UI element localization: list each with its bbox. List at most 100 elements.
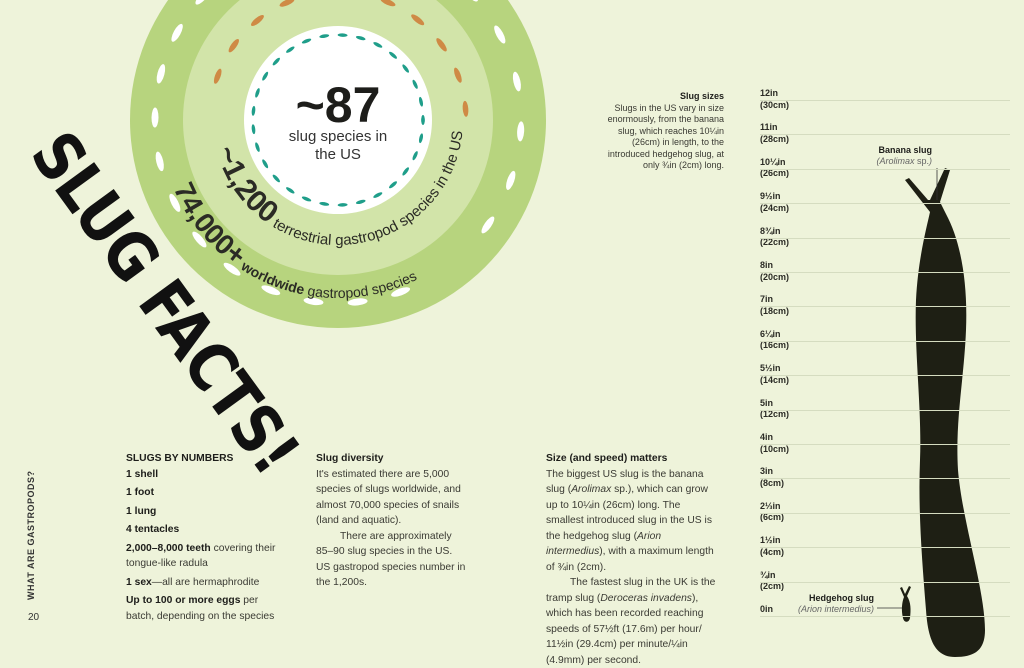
center-caption-2: the US xyxy=(315,146,361,163)
teal-slug-icon xyxy=(337,203,348,207)
ruler-line xyxy=(760,616,1010,617)
teal-slug-icon xyxy=(255,142,260,152)
teal-slug-icon xyxy=(272,174,280,183)
teal-slug-icon xyxy=(355,35,366,41)
center-number: ~87 xyxy=(296,77,381,133)
ruler-label: ¾in (2cm) xyxy=(760,569,785,592)
teal-slug-icon xyxy=(421,115,425,125)
teal-slug-icon xyxy=(251,105,256,116)
orange-slug-icon xyxy=(411,14,425,26)
teal-slug-icon xyxy=(402,167,409,176)
number-fact: 1 sex—all are hermaphrodite xyxy=(126,576,260,588)
orange-slug-icon xyxy=(279,0,295,7)
ruler-line xyxy=(760,168,1010,170)
ruler-line xyxy=(760,375,1010,377)
sizes-text: Slugs in the US vary in size enormously,… xyxy=(607,102,724,171)
teal-slug-icon xyxy=(301,196,312,202)
white-slug-icon xyxy=(156,64,166,84)
white-slug-icon xyxy=(347,298,368,306)
ruler-label: 7in (18cm) xyxy=(760,294,790,316)
teal-slug-icon xyxy=(402,64,409,73)
orange-slug-icon xyxy=(454,67,462,83)
white-slug-icon xyxy=(151,107,159,128)
hedgehog-slug-silhouette xyxy=(900,586,911,622)
teal-slug-icon xyxy=(251,124,256,135)
teal-slug-icon xyxy=(373,192,383,198)
teal-slug-icon xyxy=(301,38,312,44)
teal-slug-icon xyxy=(262,159,269,169)
ruler-line xyxy=(760,134,1010,136)
ruler-label: 10¼in (26cm) xyxy=(760,156,790,179)
teal-slug-icon xyxy=(389,51,398,59)
size-speed: Size (and speed) matters The biggest US … xyxy=(546,451,716,668)
ruler-label: 0in xyxy=(760,604,774,614)
white-slug-icon xyxy=(195,0,210,5)
white-slug-icon xyxy=(261,285,281,296)
ruler-line xyxy=(760,444,1010,445)
white-slug-icon xyxy=(169,193,181,212)
white-slug-icon xyxy=(223,262,241,276)
ruler-label: 4in (10cm) xyxy=(760,432,790,454)
speed-paragraph-1: The biggest US slug is the banana slug (… xyxy=(546,468,714,573)
white-slug-icon xyxy=(192,231,207,248)
ruler-label: 3in (8cm) xyxy=(760,466,785,488)
white-slug-icon xyxy=(303,297,324,306)
ruler-label: 8in (20cm) xyxy=(760,260,790,282)
ruler-line xyxy=(760,237,1010,239)
number-fact: Up to 100 or more eggs per batch, depend… xyxy=(126,595,275,622)
ruler-label: 6¼in (16cm) xyxy=(760,328,790,351)
sizes-heading: Slug sizes xyxy=(679,91,724,101)
teal-slug-icon xyxy=(286,46,295,53)
diversity-paragraph-2: There are approximately 85–90 slug speci… xyxy=(316,530,466,589)
ruler-label: 9½in (24cm) xyxy=(760,191,790,213)
number-fact: 1 lung xyxy=(126,505,157,517)
orange-slug-icon xyxy=(213,68,222,84)
white-slug-icon xyxy=(391,287,411,297)
slug-icons xyxy=(151,0,525,306)
teal-slug-icon xyxy=(337,33,348,37)
ruler-line xyxy=(760,272,1010,273)
teal-slug-icon xyxy=(389,181,398,189)
white-slug-icon xyxy=(155,151,164,172)
white-slug-icon xyxy=(517,121,525,142)
ruler-line xyxy=(760,512,1010,514)
ruler-label: 8¾in (22cm) xyxy=(760,225,790,248)
ruler-line xyxy=(760,581,1010,583)
banana-slug-label: Banana slug (Arolimax sp.) xyxy=(876,145,932,166)
teal-slug-icon xyxy=(418,96,424,107)
by-numbers-heading: SLUGS BY NUMBERS xyxy=(126,453,234,464)
number-fact: 2,000–8,000 teeth covering their tongue-… xyxy=(126,542,276,570)
teal-slug-icon xyxy=(418,133,424,144)
white-slug-icon xyxy=(171,23,183,42)
white-slug-icon xyxy=(512,71,521,92)
banana-slug-silhouette xyxy=(905,168,985,657)
teal-slug-icon xyxy=(319,201,330,206)
number-fact: 1 shell xyxy=(126,468,159,480)
ruler-line xyxy=(760,306,1010,308)
teal-slug-icon xyxy=(272,57,280,66)
ruler-line xyxy=(760,409,1010,411)
teal-slug-icon xyxy=(412,79,418,89)
ruler-line xyxy=(760,478,1010,480)
ruler-line xyxy=(760,547,1010,549)
teal-slug-icon xyxy=(412,151,418,161)
inner-circle xyxy=(244,26,432,214)
teal-slug-icon xyxy=(286,187,295,194)
center-caption-1: slug species in xyxy=(289,128,387,145)
slugs-by-numbers: SLUGS BY NUMBERS 1 shell 1 foot 1 lung 4 te… xyxy=(126,451,276,627)
hedgehog-slug-label: Hedgehog slug (Arion intermedius) xyxy=(797,593,874,614)
section-label: WHAT ARE GASTROPODS? xyxy=(26,470,36,601)
number-fact: 4 tentacles xyxy=(126,524,180,535)
white-slug-icon xyxy=(481,216,495,234)
ruler-label: 11in (28cm) xyxy=(760,122,790,144)
ruler-label: 5in (12cm) xyxy=(760,397,790,420)
diversity-heading: Slug diversity xyxy=(316,453,384,464)
ruler-label: 12in (30cm) xyxy=(760,88,790,110)
teal-slug-icon xyxy=(255,88,260,98)
teal-slug-icon xyxy=(319,34,330,39)
ruler-label: 5½in (14cm) xyxy=(760,363,790,385)
speed-heading: Size (and speed) matters xyxy=(546,453,668,464)
ruler-line xyxy=(760,203,1010,205)
page-number: 20 xyxy=(28,612,40,623)
